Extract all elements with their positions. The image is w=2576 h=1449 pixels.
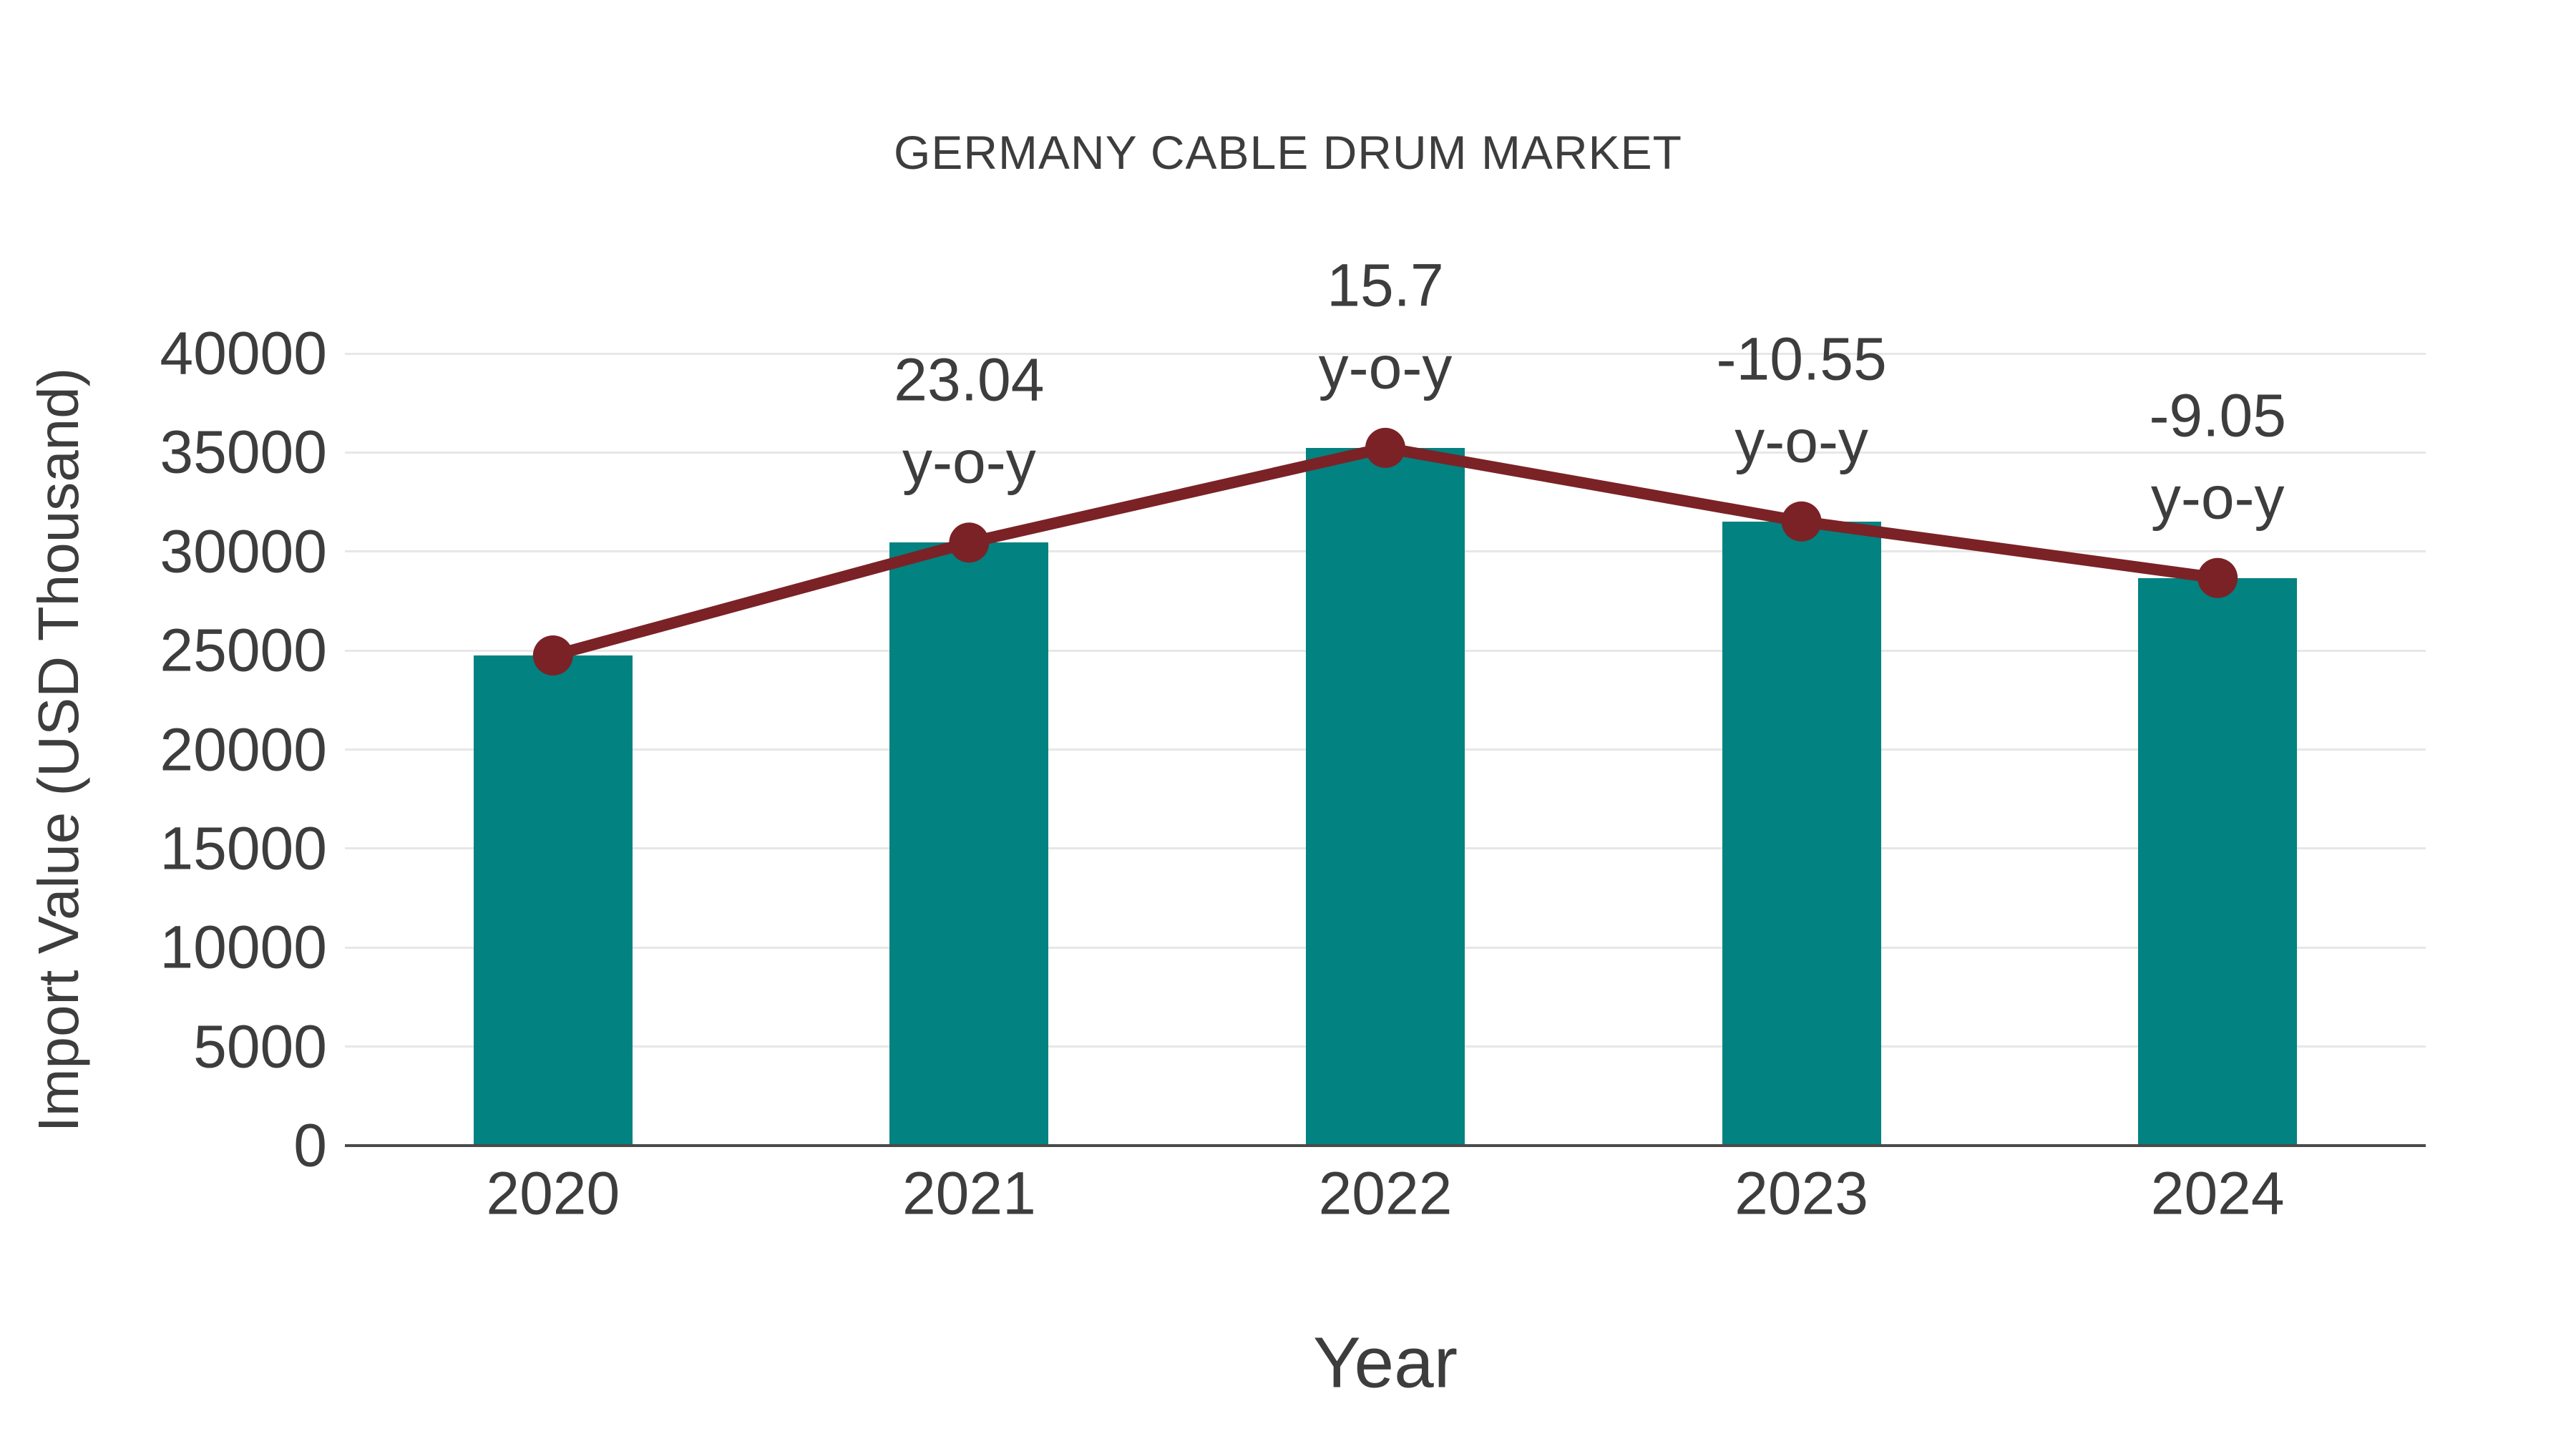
trend-marker-2021: [949, 522, 990, 563]
bar-2021: [889, 542, 1049, 1146]
annotation-suffix-2023: y-o-y: [1735, 407, 1868, 475]
trend-marker-2023: [1781, 501, 1822, 542]
annotation-value-2024: -9.05: [2149, 381, 2286, 449]
bar-2020: [473, 655, 633, 1146]
x-axis-line: [345, 1144, 2426, 1147]
annotation-suffix-2022: y-o-y: [1318, 333, 1453, 401]
annotation-value-2023: -10.55: [1716, 325, 1887, 393]
plot-area: 0 5000 10000 15000 20000 25000 30000 35000 40000…: [160, 251, 2426, 1227]
y-tick-label-35000: 35000: [160, 418, 327, 486]
trend-marker-2024: [2197, 557, 2238, 598]
trend-line: [551, 441, 2219, 661]
y-tick-label-15000: 15000: [160, 814, 327, 882]
y-tick-label-30000: 30000: [160, 517, 327, 585]
annotation-value-2021: 23.04: [894, 346, 1045, 414]
trend-line-layer: [532, 427, 2238, 676]
trend-marker-2022: [1365, 427, 1405, 468]
chart-title: GERMANY CABLE DRUM MARKET: [894, 126, 1682, 179]
annotation-suffix-2021: y-o-y: [902, 428, 1036, 496]
y-tick-label-20000: 20000: [160, 716, 327, 783]
y-tick-label-5000: 5000: [193, 1013, 327, 1080]
bar-2024: [2138, 577, 2298, 1146]
gridline-40000: [345, 352, 2426, 355]
x-tick-label-2024: 2024: [2150, 1159, 2285, 1227]
x-axis-title: Year: [1312, 1322, 1458, 1403]
trend-marker-2020: [532, 635, 573, 676]
y-tick-label-40000: 40000: [160, 319, 327, 387]
annotation-suffix-2024: y-o-y: [2150, 464, 2285, 532]
bar-2023: [1722, 521, 1881, 1146]
x-tick-label-2020: 2020: [486, 1159, 620, 1227]
y-tick-label-10000: 10000: [160, 913, 327, 981]
x-tick-label-2021: 2021: [902, 1159, 1036, 1227]
y-tick-label-25000: 25000: [160, 616, 327, 684]
annotation-value-2022: 15.7: [1327, 251, 1444, 319]
x-tick-label-2022: 2022: [1318, 1159, 1453, 1227]
x-tick-label-2023: 2023: [1735, 1159, 1869, 1227]
bar-2022: [1306, 447, 1465, 1146]
y-tick-label-0: 0: [293, 1111, 327, 1179]
